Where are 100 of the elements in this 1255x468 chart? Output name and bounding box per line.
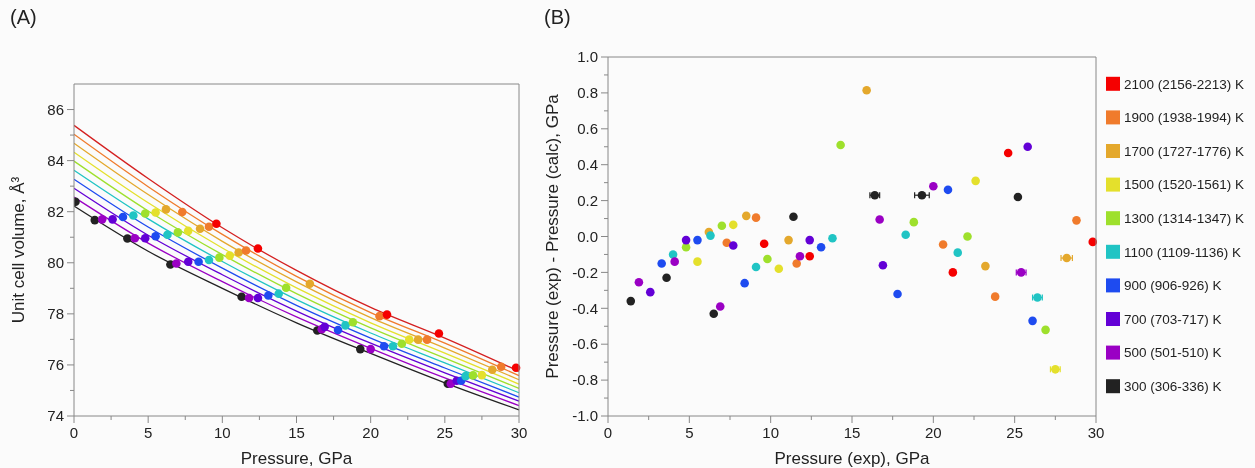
- point: [195, 224, 205, 234]
- point: [397, 339, 407, 349]
- point: [237, 292, 246, 302]
- point: [878, 260, 888, 270]
- y-tick-label: 0.4: [577, 155, 598, 173]
- y-tick-label: -0.8: [572, 371, 598, 389]
- legend-label: 700 (703-717) K: [1124, 311, 1222, 327]
- x-tick-label: 25: [436, 424, 454, 441]
- point: [709, 309, 719, 318]
- x-tick-label: 10: [213, 424, 231, 441]
- point: [795, 251, 805, 261]
- point: [461, 371, 470, 381]
- chart-title: (A): [10, 6, 37, 28]
- point: [1028, 316, 1037, 326]
- legend-label: 500 (501-510) K: [1124, 345, 1222, 361]
- y-axis-title: Pressure (exp) - Pressure (calc), GPa: [543, 93, 562, 379]
- point: [917, 190, 927, 200]
- x-tick-label: 0: [603, 424, 613, 441]
- point: [728, 241, 738, 250]
- point: [274, 289, 283, 298]
- point: [805, 251, 814, 261]
- point: [140, 209, 150, 218]
- legend-label: 1900 (1938-1994) K: [1124, 110, 1245, 126]
- point: [836, 140, 845, 150]
- point: [990, 292, 1000, 301]
- point: [422, 335, 432, 344]
- point: [172, 259, 181, 268]
- point: [1041, 325, 1050, 335]
- point: [728, 220, 738, 230]
- x-tick-label: 20: [362, 424, 380, 441]
- x-tick-label: 5: [685, 424, 694, 441]
- point: [183, 257, 193, 267]
- point: [759, 239, 769, 248]
- point: [348, 317, 358, 327]
- point: [244, 293, 254, 303]
- legend-label: 1100 (1109-1136) K: [1124, 244, 1242, 260]
- x-axis-title: Pressure (exp), GPa: [774, 449, 931, 468]
- point: [751, 213, 761, 222]
- point: [129, 211, 138, 220]
- point: [341, 321, 350, 330]
- point: [151, 208, 160, 217]
- y-axis-title: Unit cell volume, Å³: [9, 176, 28, 324]
- x-tick-label: 30: [1087, 424, 1105, 441]
- point: [805, 235, 814, 245]
- point: [626, 296, 636, 306]
- point: [151, 231, 160, 241]
- point: [792, 259, 801, 268]
- point: [163, 230, 172, 239]
- point: [97, 215, 107, 224]
- point: [971, 176, 980, 186]
- point: [118, 212, 128, 222]
- y-tick-label: -1.0: [572, 407, 598, 425]
- point: [225, 251, 235, 260]
- point: [706, 231, 715, 240]
- y-tick-label: -0.2: [572, 263, 598, 281]
- point: [953, 248, 963, 257]
- point: [693, 235, 702, 245]
- y-tick-label: 76: [47, 356, 64, 374]
- point: [204, 222, 214, 232]
- legend-label: 300 (306-336) K: [1124, 378, 1222, 394]
- point: [215, 253, 224, 262]
- y-tick-label: 86: [47, 100, 64, 118]
- point: [234, 248, 243, 257]
- legend-label: 1500 (1520-1561) K: [1124, 177, 1245, 193]
- y-tick-label: 82: [47, 202, 64, 220]
- point: [943, 185, 953, 195]
- point: [657, 259, 666, 268]
- point: [264, 291, 273, 300]
- x-tick-label: 5: [143, 424, 153, 441]
- point: [204, 255, 214, 265]
- point: [355, 344, 365, 354]
- point: [468, 371, 478, 380]
- point: [901, 230, 910, 239]
- point: [929, 181, 938, 191]
- point: [177, 207, 187, 217]
- legend-label: 1300 (1314-1347) K: [1124, 210, 1245, 226]
- point: [241, 246, 251, 255]
- y-tick-label: 1.0: [577, 48, 598, 66]
- point: [496, 362, 506, 371]
- point: [194, 257, 203, 267]
- x-tick-label: 10: [762, 424, 780, 441]
- point: [763, 254, 772, 264]
- point: [784, 235, 793, 245]
- point: [281, 283, 291, 293]
- point: [681, 235, 691, 245]
- point: [375, 311, 384, 321]
- point: [828, 234, 837, 243]
- chart-title: (B): [544, 6, 571, 28]
- point: [108, 215, 117, 224]
- point: [305, 279, 315, 288]
- point: [662, 273, 671, 283]
- point: [413, 335, 423, 344]
- y-tick-label: 74: [47, 407, 64, 425]
- point: [212, 219, 221, 228]
- point: [816, 242, 826, 252]
- point: [751, 262, 761, 272]
- point: [893, 289, 902, 299]
- point: [404, 335, 414, 344]
- y-tick-label: 0.2: [577, 191, 598, 209]
- y-tick-label: -0.4: [572, 299, 598, 317]
